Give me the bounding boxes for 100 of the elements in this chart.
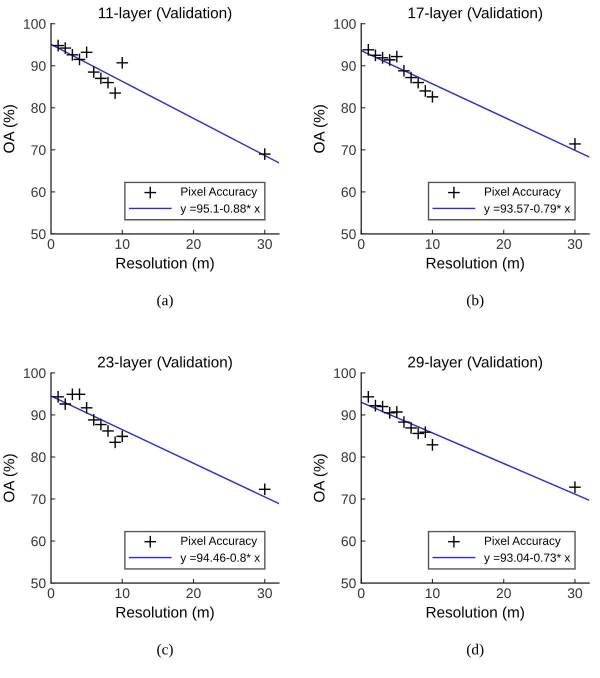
- x-tick-label: 0: [358, 239, 365, 249]
- point: [368, 399, 382, 412]
- y-tick-label: 100: [24, 368, 46, 378]
- text: (b): [466, 294, 484, 308]
- x-tick-label: 20: [496, 588, 511, 598]
- y-tick-label: 100: [334, 368, 356, 378]
- legend-label: y =93.04-0.73* x: [484, 554, 570, 564]
- y-tick-label: 90: [31, 410, 46, 420]
- point: [362, 390, 375, 404]
- legend-label: Pixel Accuracy: [181, 187, 258, 198]
- point: [412, 426, 425, 440]
- y-tick-label: 60: [342, 187, 356, 198]
- point: [418, 426, 432, 439]
- point: [568, 137, 582, 150]
- y-tick-label: 50: [341, 578, 356, 588]
- x-tick-label: 30: [568, 588, 582, 598]
- y-tick-label: 60: [31, 536, 46, 546]
- point: [426, 90, 439, 104]
- point: [568, 480, 582, 494]
- y-tick-label: 80: [31, 452, 46, 462]
- point: [258, 148, 272, 161]
- y-axis-title: OA (%): [3, 105, 18, 153]
- y-tick-label: 100: [334, 19, 356, 29]
- point: [101, 76, 115, 90]
- point: [404, 421, 418, 434]
- point: [404, 71, 418, 84]
- y-axis-title: OA (%): [313, 105, 328, 153]
- chart-title: 17-layer (Validation): [408, 7, 542, 22]
- point: [258, 482, 272, 496]
- y-tick-label: 70: [31, 145, 46, 156]
- point: [87, 66, 100, 79]
- legend-label: y =94.46-0.8* x: [180, 554, 260, 564]
- point: [94, 72, 108, 85]
- chart-title: 23-layer (Validation): [98, 356, 232, 371]
- y-tick-label: 60: [342, 536, 356, 546]
- y-tick-label: 50: [31, 578, 46, 588]
- legend-label: Pixel Accuracy: [181, 536, 258, 548]
- point: [362, 43, 375, 56]
- point: [376, 51, 390, 64]
- point: [87, 413, 100, 426]
- y-tick-label: 90: [31, 61, 46, 71]
- y-tick-label: 60: [31, 187, 46, 198]
- x-tick-label: 10: [116, 239, 130, 249]
- x-tick-label: 0: [48, 239, 54, 249]
- x-tick-label: 20: [496, 239, 511, 249]
- y-tick-label: 70: [342, 494, 356, 504]
- text: (a): [157, 294, 173, 308]
- y-axis-title: OA (%): [313, 454, 328, 502]
- point: [383, 406, 396, 420]
- point: [376, 400, 390, 414]
- point: [58, 42, 72, 55]
- point: [52, 390, 65, 404]
- legend-label: y =95.1-0.88* x: [180, 204, 260, 216]
- x-tick-label: 20: [186, 239, 201, 249]
- point: [412, 76, 425, 90]
- legend-label: y =93.57-0.79* x: [484, 204, 570, 216]
- point: [58, 398, 72, 411]
- chart-title: 29-layer (Validation): [408, 356, 542, 371]
- y-tick-label: 50: [31, 229, 46, 240]
- x-tick-label: 10: [426, 588, 440, 598]
- point: [397, 64, 410, 78]
- point: [94, 418, 108, 432]
- y-tick-label: 90: [342, 61, 356, 71]
- point: [101, 424, 115, 438]
- point: [426, 438, 439, 452]
- point: [66, 48, 79, 62]
- x-axis-title: Resolution (m): [116, 257, 214, 272]
- x-tick-label: 0: [358, 588, 365, 598]
- text: (c): [157, 644, 173, 658]
- x-tick-label: 10: [426, 239, 440, 249]
- x-tick-label: 10: [116, 588, 130, 598]
- y-axis-title: OA (%): [3, 454, 18, 502]
- point: [418, 84, 432, 98]
- y-tick-label: 100: [24, 19, 46, 29]
- legend-label: Pixel Accuracy: [484, 187, 561, 198]
- y-tick-label: 90: [342, 410, 356, 420]
- y-tick-label: 50: [341, 229, 356, 240]
- y-tick-label: 80: [31, 103, 46, 113]
- y-tick-label: 80: [341, 103, 356, 113]
- point: [108, 86, 122, 100]
- x-axis-title: Resolution (m): [116, 606, 214, 621]
- x-tick-label: 30: [258, 588, 272, 598]
- x-axis-title: Resolution (m): [426, 606, 524, 621]
- chart-title: 11-layer (Validation): [98, 7, 232, 22]
- y-tick-label: 80: [341, 452, 356, 462]
- x-tick-label: 20: [186, 588, 201, 598]
- x-tick-label: 0: [48, 588, 54, 598]
- point: [72, 388, 86, 401]
- point: [80, 401, 94, 414]
- point: [52, 39, 65, 52]
- y-tick-label: 70: [31, 494, 46, 504]
- y-tick-label: 70: [342, 145, 356, 156]
- point: [397, 416, 410, 429]
- point: [368, 48, 382, 62]
- x-tick-label: 30: [568, 239, 582, 249]
- point: [116, 56, 129, 70]
- x-tick-label: 30: [258, 239, 272, 249]
- text: (d): [466, 644, 484, 658]
- x-axis-title: Resolution (m): [426, 257, 524, 272]
- legend-label: Pixel Accuracy: [484, 536, 561, 548]
